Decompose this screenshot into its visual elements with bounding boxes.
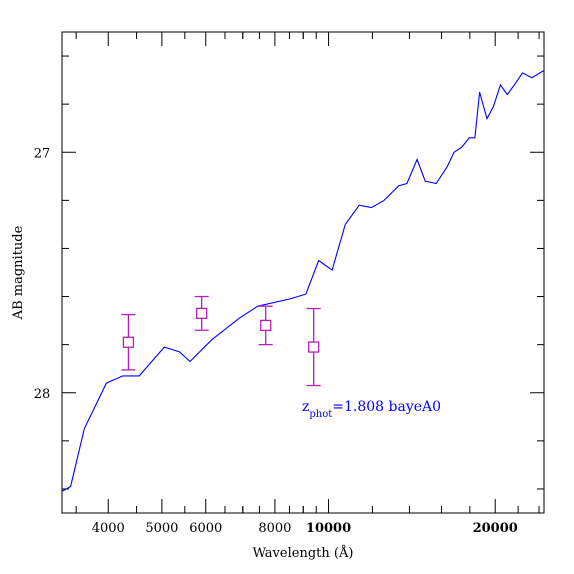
photometry-point — [260, 319, 272, 332]
photometry-point — [308, 341, 320, 353]
x-axis-title: Wavelength (Å) — [253, 545, 354, 561]
x-tick-label: 20000 — [473, 521, 518, 536]
labels-group: Wavelength (Å) AB magnitude zphot=1.808 … — [11, 225, 441, 561]
y-ticks-group: 27 28 — [34, 55, 544, 490]
x-tick-label: 4000 — [92, 521, 125, 536]
x-tick-label: 6000 — [189, 521, 222, 536]
photometry-point — [122, 336, 135, 348]
zphot-subscript: phot — [309, 409, 332, 420]
x-ticks-group: 4000 5000 6000 8000 10000 20000 — [75, 32, 540, 536]
plot-frame-group — [61, 31, 545, 514]
sed-model-line — [62, 70, 544, 492]
y-tick-label: 27 — [34, 146, 51, 161]
zphot-annotation: zphot=1.808 bayeA0 — [302, 399, 441, 420]
photometry-point — [196, 307, 208, 320]
x-tick-label: 8000 — [258, 521, 291, 536]
zphot-value: =1.808 bayeA0 — [332, 399, 441, 415]
zphot-main-label: z — [302, 399, 309, 415]
x-tick-label: 10000 — [306, 521, 351, 536]
series-group — [62, 70, 544, 492]
y-axis-title: AB magnitude — [11, 225, 26, 320]
plot-frame — [61, 31, 545, 514]
y-tick-label: 28 — [34, 387, 51, 402]
x-tick-label: 5000 — [145, 521, 178, 536]
error-bars-group — [121, 295, 321, 387]
